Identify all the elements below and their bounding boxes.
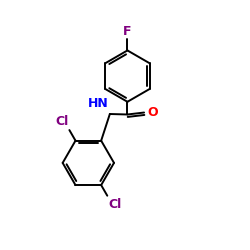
Text: F: F	[123, 25, 132, 38]
Text: HN: HN	[88, 97, 108, 110]
Text: Cl: Cl	[55, 115, 68, 128]
Text: Cl: Cl	[108, 198, 122, 211]
Text: O: O	[148, 106, 158, 118]
